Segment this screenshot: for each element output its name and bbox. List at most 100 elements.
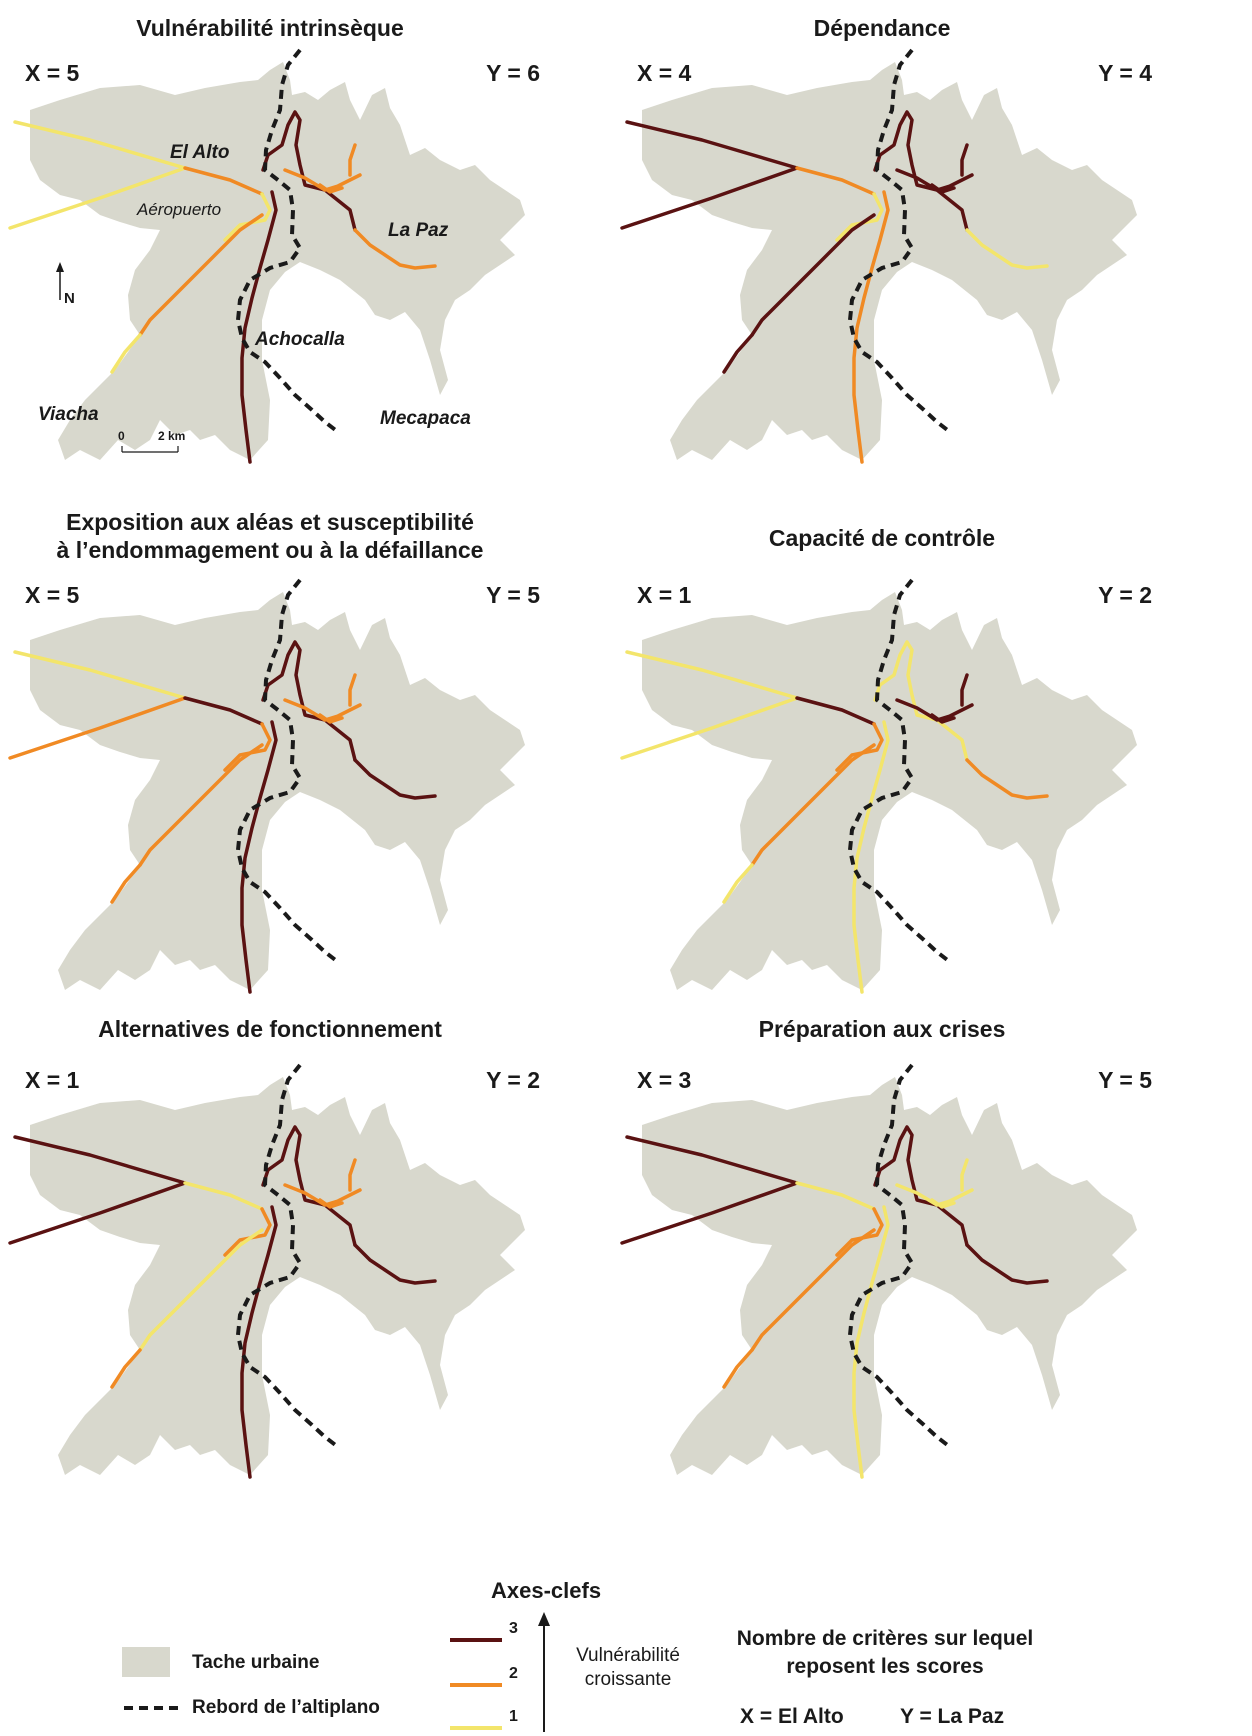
y-score: Y = 2 bbox=[1098, 582, 1152, 608]
road-airport-link bbox=[835, 722, 884, 772]
road-west-upper bbox=[625, 650, 799, 700]
road-west-upper bbox=[13, 1135, 187, 1185]
road-centre bbox=[895, 1158, 974, 1209]
road-southwest-tip bbox=[722, 863, 754, 904]
road-centre bbox=[283, 143, 362, 194]
north-arrow-icon: N bbox=[56, 262, 75, 307]
label-la-paz: La Paz bbox=[388, 220, 449, 241]
road-south bbox=[240, 1205, 278, 1479]
road-south bbox=[240, 720, 278, 994]
road-southwest bbox=[750, 213, 876, 337]
road-east bbox=[965, 1243, 1049, 1285]
map-panel-3: Exposition aux aléas et susceptibilité à… bbox=[0, 509, 540, 1070]
road-west-upper bbox=[13, 650, 187, 700]
label-mecapaca: Mecapaca bbox=[380, 408, 471, 429]
road-west-upper bbox=[625, 120, 799, 170]
road-southwest bbox=[138, 743, 264, 867]
road-southwest-tip bbox=[722, 1348, 754, 1389]
road-southwest-tip bbox=[110, 1348, 142, 1389]
label-achocalla: Achocalla bbox=[254, 329, 345, 350]
y-score: Y = 5 bbox=[486, 582, 540, 608]
y-score: Y = 4 bbox=[1098, 60, 1152, 86]
road-southwest bbox=[750, 1228, 876, 1352]
road-south bbox=[852, 720, 890, 994]
map bbox=[620, 578, 1137, 994]
legend-class-1: 1 bbox=[509, 1708, 518, 1725]
road-west-main bbox=[183, 166, 264, 196]
road-airport-link bbox=[835, 1207, 884, 1257]
map bbox=[620, 48, 1137, 464]
legend-axes-title: Axes-clefs bbox=[491, 1578, 602, 1603]
urban-area bbox=[30, 592, 525, 990]
road-west-main bbox=[183, 1181, 264, 1211]
road-southwest-tip bbox=[722, 333, 754, 374]
legend-x-definition: X = El Alto bbox=[740, 1705, 844, 1728]
road-southwest-tip bbox=[110, 863, 142, 904]
x-score: X = 4 bbox=[637, 60, 692, 86]
map-panel-6: Préparation aux crises X = 3 Y = 5 bbox=[612, 1015, 1152, 1555]
road-centre bbox=[895, 673, 974, 724]
road-east bbox=[965, 228, 1049, 270]
panel-title: Exposition aux aléas et susceptibilité à… bbox=[0, 508, 540, 564]
road-east bbox=[353, 758, 437, 800]
urban-area bbox=[30, 1077, 525, 1475]
road-west-main bbox=[183, 696, 264, 726]
road-southwest bbox=[138, 213, 264, 337]
x-score: X = 5 bbox=[25, 60, 80, 86]
road-east bbox=[353, 1243, 437, 1285]
map bbox=[8, 48, 525, 464]
label-el-alto: El Alto bbox=[170, 142, 229, 163]
legend-axes-swatches bbox=[450, 1638, 502, 1730]
north-label: N bbox=[64, 290, 75, 307]
escarpment-line bbox=[847, 578, 952, 964]
x-score: X = 1 bbox=[25, 1067, 80, 1093]
escarpment-line bbox=[235, 578, 340, 964]
escarpment-line bbox=[847, 48, 952, 434]
scale-distance: 2 km bbox=[158, 429, 185, 443]
road-west-main bbox=[795, 696, 876, 726]
legend-class-2: 2 bbox=[509, 1665, 518, 1682]
legend-escarpment-swatch bbox=[124, 1706, 180, 1710]
x-score: X = 3 bbox=[637, 1067, 692, 1093]
road-south bbox=[240, 190, 278, 464]
map-panel-1: Vulnérabilité intrinsèque X = 5 Y = 6 bbox=[0, 0, 540, 540]
escarpment-line bbox=[235, 1063, 340, 1449]
road-south bbox=[852, 1205, 890, 1479]
legend-increase-arrow-icon bbox=[538, 1612, 550, 1732]
road-airport-link bbox=[223, 1207, 272, 1257]
legend-urban-swatch bbox=[122, 1647, 170, 1677]
map-panel-5: Alternatives de fonctionnement X = 1 Y =… bbox=[0, 1015, 540, 1555]
map-panel-4: Capacité de contrôle X = 1 Y = 2 bbox=[612, 525, 1152, 1070]
map bbox=[620, 1063, 1137, 1479]
road-west-upper bbox=[13, 120, 187, 170]
legend-arrow-label: Vulnérabilité croissante bbox=[576, 1645, 680, 1690]
y-score: Y = 2 bbox=[486, 1067, 540, 1093]
panel-title: Vulnérabilité intrinsèque bbox=[136, 15, 404, 41]
road-centre bbox=[283, 673, 362, 724]
road-east bbox=[353, 228, 437, 270]
scale-zero: 0 bbox=[118, 429, 125, 443]
urban-area bbox=[642, 62, 1137, 460]
panel-title: Dépendance bbox=[813, 15, 951, 41]
road-airport-link bbox=[835, 192, 884, 242]
escarpment-line bbox=[235, 48, 340, 434]
escarpment-line bbox=[847, 1063, 952, 1449]
road-west-upper bbox=[625, 1135, 799, 1185]
road-west-lower bbox=[8, 1181, 187, 1245]
legend-escarpment-label: Rebord de l’altiplano bbox=[192, 1697, 380, 1718]
road-southwest-tip bbox=[110, 333, 142, 374]
road-west-lower bbox=[620, 1181, 799, 1245]
legend-urban-label: Tache urbaine bbox=[192, 1652, 320, 1673]
panel-title: Préparation aux crises bbox=[758, 1016, 1006, 1042]
urban-area bbox=[642, 592, 1137, 990]
road-centre bbox=[283, 1158, 362, 1209]
urban-area bbox=[642, 1077, 1137, 1475]
label-aeropuerto: Aéropuerto bbox=[136, 200, 221, 219]
road-west-main bbox=[795, 166, 876, 196]
y-score: Y = 6 bbox=[486, 60, 540, 86]
urban-area bbox=[30, 62, 525, 460]
scale-bar: 0 2 km bbox=[118, 429, 185, 453]
panel-title-line: Exposition aux aléas et susceptibilité à… bbox=[56, 509, 484, 563]
road-centre bbox=[895, 143, 974, 194]
panel-title: Capacité de contrôle bbox=[768, 525, 996, 551]
